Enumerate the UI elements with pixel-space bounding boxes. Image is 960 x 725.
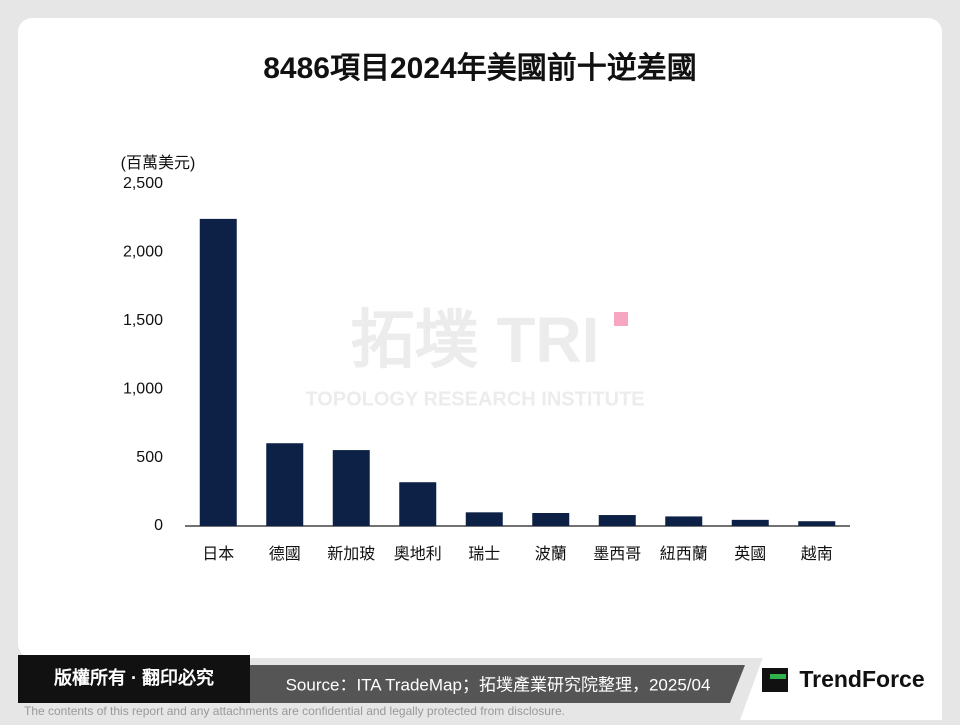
y-tick-label: 2,000 <box>123 244 163 261</box>
x-tick-label: 奧地利 <box>394 545 442 563</box>
watermark-logo: 拓墣 TRI <box>351 304 600 376</box>
brand: TrendForce <box>799 666 924 692</box>
copyright-band <box>18 655 250 703</box>
card <box>18 18 942 658</box>
x-tick-label: 英國 <box>734 545 766 563</box>
brand-band <box>740 638 942 720</box>
x-tick-label: 日本 <box>202 545 234 563</box>
bar <box>266 443 304 526</box>
y-tick-label: 1,000 <box>123 380 163 397</box>
y-tick-label: 1,500 <box>123 312 163 329</box>
bar <box>332 450 370 526</box>
bar <box>532 513 570 526</box>
x-tick-label: 越南 <box>801 545 833 563</box>
x-tick-label: 波蘭 <box>535 545 567 563</box>
x-tick-label: 墨西哥 <box>593 546 641 563</box>
y-tick-label: 2,500 <box>123 175 163 192</box>
x-tick-label: 瑞士 <box>468 545 500 563</box>
watermark-dot <box>614 312 628 326</box>
watermark-name: TOPOLOGY RESEARCH INSTITUTE <box>305 388 644 410</box>
bar <box>199 218 237 526</box>
x-tick-label: 新加玻 <box>327 545 375 563</box>
bar <box>731 519 769 526</box>
bar <box>598 515 636 526</box>
y-tick-label: 0 <box>154 517 163 534</box>
bar <box>798 521 836 526</box>
disclaimer: The contents of this report and any atta… <box>24 704 565 718</box>
bar <box>465 512 503 526</box>
chart-title: 8486項目2024年美國前十逆差國 <box>263 51 696 85</box>
x-tick-label: 德國 <box>269 545 301 563</box>
source-band <box>250 665 745 703</box>
bar <box>665 516 703 526</box>
bar <box>399 482 437 526</box>
x-tick-label: 紐西蘭 <box>660 545 708 563</box>
source: Source：ITA TradeMap；拓墣產業研究院整理，2025/04 <box>286 675 711 694</box>
copyright: 版權所有 · 翻印必究 <box>54 667 214 688</box>
y-axis-label: (百萬美元) <box>121 154 196 172</box>
brand-icon-mark <box>770 674 786 679</box>
y-tick-label: 500 <box>136 449 163 466</box>
brand-icon <box>762 668 788 692</box>
